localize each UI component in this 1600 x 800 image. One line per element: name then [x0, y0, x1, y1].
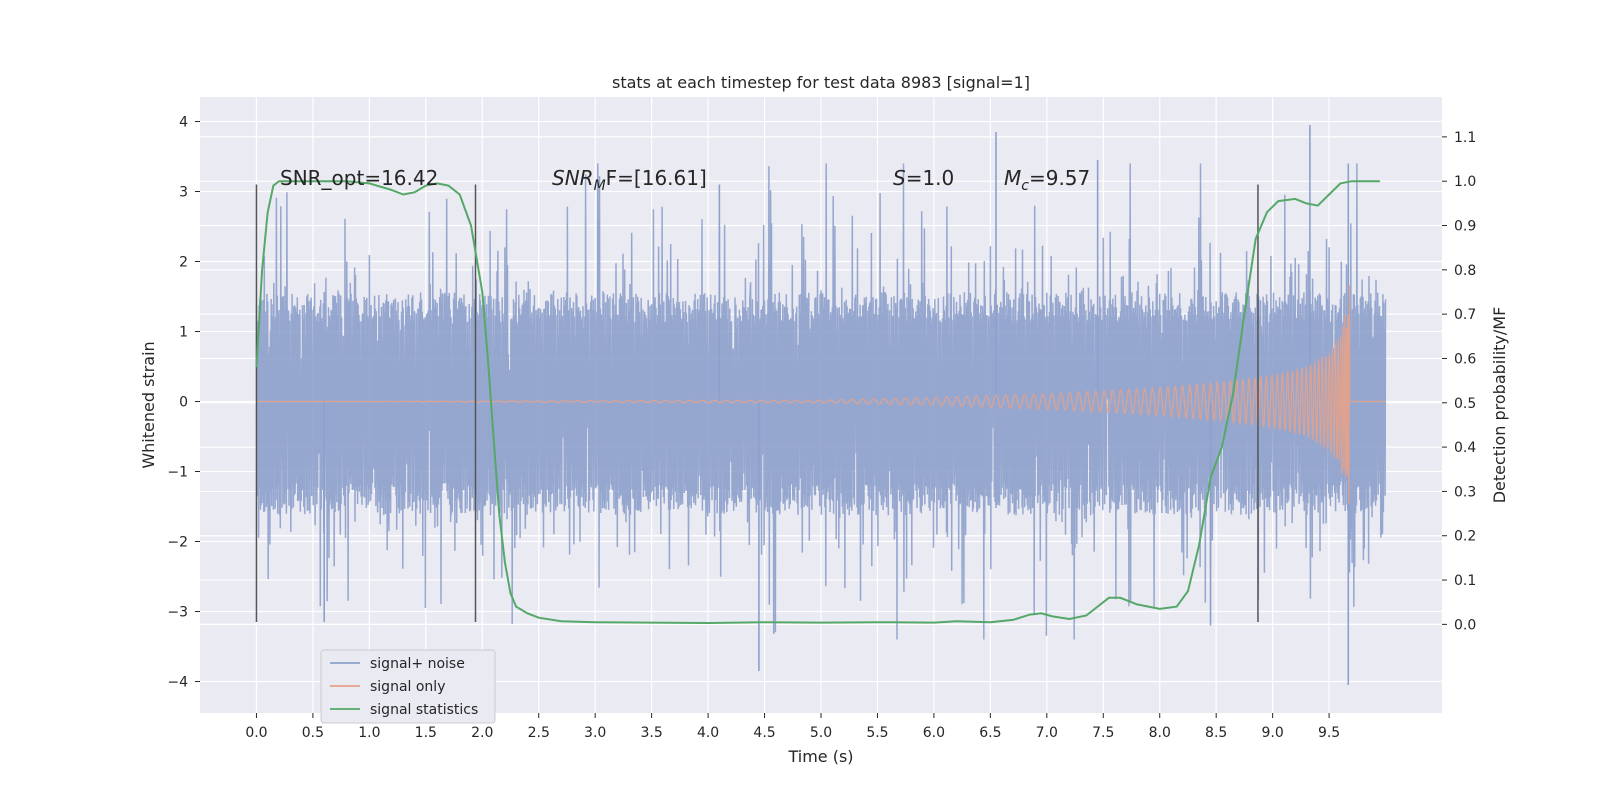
x-tick-label: 6.5 — [979, 725, 1001, 741]
x-tick-label: 3.0 — [584, 725, 606, 741]
y-right-tick-label: 0.6 — [1454, 351, 1476, 367]
annotation-subscript: c — [1021, 178, 1029, 194]
y-left-tick-label: 1 — [179, 325, 188, 341]
series-signal-noise — [255, 125, 1387, 685]
annotation-value: F=[16.61] — [606, 166, 707, 190]
legend-label-signal-statistics: signal statistics — [370, 702, 478, 718]
x-tick-label: 1.0 — [358, 725, 380, 741]
annotation-value: =1.0 — [906, 166, 955, 190]
y-right-tick-label: 0.0 — [1454, 617, 1476, 633]
x-tick-label: 9.0 — [1262, 725, 1284, 741]
y-right-tick-label: 1.0 — [1454, 174, 1476, 190]
x-axis-ticks: 0.0 0.5 1.0 1.5 2.0 2.5 3.0 3.5 4.0 4.5 5.0 5.5 6.0 6… — [245, 713, 1340, 741]
x-tick-label: 5.5 — [866, 725, 888, 741]
y-right-tick-label: 0.9 — [1454, 219, 1476, 235]
legend-box — [320, 649, 496, 724]
y-left-tick-label: −4 — [167, 675, 188, 691]
x-tick-label: 4.5 — [753, 725, 775, 741]
series-signal-statistics — [255, 180, 1380, 625]
x-tick-label: 7.5 — [1092, 725, 1114, 741]
x-tick-label: 0.5 — [302, 725, 324, 741]
signal-statistics-line — [255, 180, 1380, 625]
annotation-value: =9.57 — [1029, 166, 1090, 190]
x-tick-label: 4.0 — [697, 725, 719, 741]
series-signal-only — [256, 285, 1386, 504]
signal-noise-line — [255, 163, 1387, 640]
x-tick-label: 0.0 — [245, 725, 267, 741]
y-left-tick-label: −3 — [167, 605, 188, 621]
x-tick-label: 1.5 — [415, 725, 437, 741]
y-right-tick-label: 0.3 — [1454, 484, 1476, 500]
y-left-axis-ticks: −4 −3 −2 −1 0 1 2 3 4 — [167, 115, 200, 691]
x-tick-label: 5.0 — [810, 725, 832, 741]
annotation-text: SNRMF=[16.61] — [552, 166, 707, 194]
x-tick-label: 2.0 — [471, 725, 493, 741]
annotations: SNR_opt=16.42 SNRMF=[16.61] S=1.0 Mc=9.57 — [280, 166, 1090, 194]
y-right-axis-label: Detection probability/MF — [1490, 307, 1509, 504]
x-tick-label: 7.0 — [1036, 725, 1058, 741]
annotation-prefix: SNR_opt=16.42 — [280, 166, 438, 190]
legend-label-signal-only: signal only — [370, 679, 445, 695]
annotation-subscript: M — [594, 178, 606, 194]
x-tick-label: 2.5 — [528, 725, 550, 741]
signal-only-line — [256, 285, 1386, 504]
x-tick-label: 9.5 — [1318, 725, 1340, 741]
y-left-tick-label: 2 — [179, 255, 188, 271]
y-left-tick-label: −2 — [167, 535, 188, 551]
y-left-axis-label: Whitened strain — [139, 341, 158, 468]
x-axis-label: Time (s) — [787, 747, 853, 766]
y-right-tick-label: 0.5 — [1454, 396, 1476, 412]
y-left-tick-label: 4 — [179, 115, 188, 131]
x-tick-label: 8.5 — [1205, 725, 1227, 741]
annotation-symbol: SNR — [552, 166, 594, 190]
y-right-tick-label: 0.8 — [1454, 263, 1476, 279]
annotation-text: SNR_opt=16.42 — [280, 166, 438, 190]
annotation-text: Mc=9.57 — [1004, 166, 1090, 194]
annotation-text: S=1.0 — [893, 166, 954, 190]
y-right-tick-label: 0.1 — [1454, 573, 1476, 589]
y-right-tick-label: 0.7 — [1454, 307, 1476, 323]
annotation-symbol: S — [893, 166, 906, 190]
legend: signal+ noise signal only signal statist… — [320, 649, 496, 724]
y-left-tick-label: 3 — [179, 185, 188, 201]
y-left-tick-label: 0 — [179, 395, 188, 411]
y-left-tick-label: −1 — [167, 465, 188, 481]
x-tick-label: 3.5 — [641, 725, 663, 741]
annotation-symbol: M — [1004, 166, 1021, 190]
y-right-tick-label: 1.1 — [1454, 130, 1476, 146]
y-right-tick-label: 0.2 — [1454, 529, 1476, 545]
y-right-axis-ticks: 0.0 0.1 0.2 0.3 0.4 0.5 0.6 0.7 0.8 0.9 1.0 1.1 — [1442, 130, 1476, 633]
legend-label-signal-noise: signal+ noise — [370, 656, 465, 672]
x-tick-label: 6.0 — [923, 725, 945, 741]
chart-title: stats at each timestep for test data 898… — [612, 73, 1030, 92]
x-tick-label: 8.0 — [1149, 725, 1171, 741]
y-right-tick-label: 0.4 — [1454, 440, 1476, 456]
